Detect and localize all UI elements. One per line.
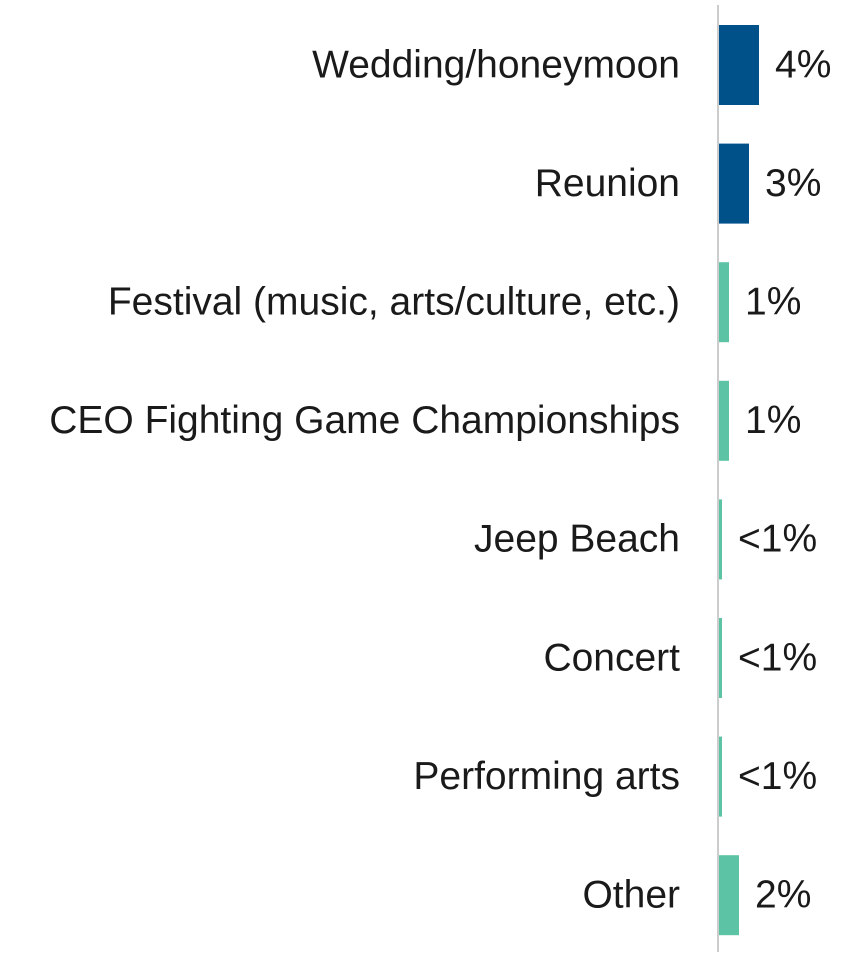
category-label: Jeep Beach	[474, 518, 680, 561]
value-label: 1%	[745, 280, 801, 323]
bar	[719, 736, 722, 817]
bar	[719, 25, 759, 105]
value-label: <1%	[738, 518, 817, 561]
category-label: CEO Fighting Game Championships	[49, 399, 680, 442]
bar	[719, 618, 722, 698]
category-label: Performing arts	[413, 755, 680, 798]
value-label: <1%	[738, 755, 817, 798]
bar	[719, 143, 749, 224]
category-label: Festival (music, arts/culture, etc.)	[108, 280, 680, 323]
category-label: Other	[582, 873, 680, 916]
value-label: 4%	[775, 43, 831, 86]
value-label: 1%	[745, 399, 801, 442]
category-label: Wedding/honeymoon	[312, 43, 680, 86]
category-label: Reunion	[535, 162, 680, 205]
value-label: 2%	[755, 873, 811, 916]
bar	[719, 499, 722, 580]
bar	[719, 262, 729, 343]
category-label: Concert	[543, 636, 680, 679]
bar	[719, 855, 739, 936]
bar	[719, 380, 729, 461]
value-label: 3%	[765, 162, 821, 205]
value-label: <1%	[738, 636, 817, 679]
